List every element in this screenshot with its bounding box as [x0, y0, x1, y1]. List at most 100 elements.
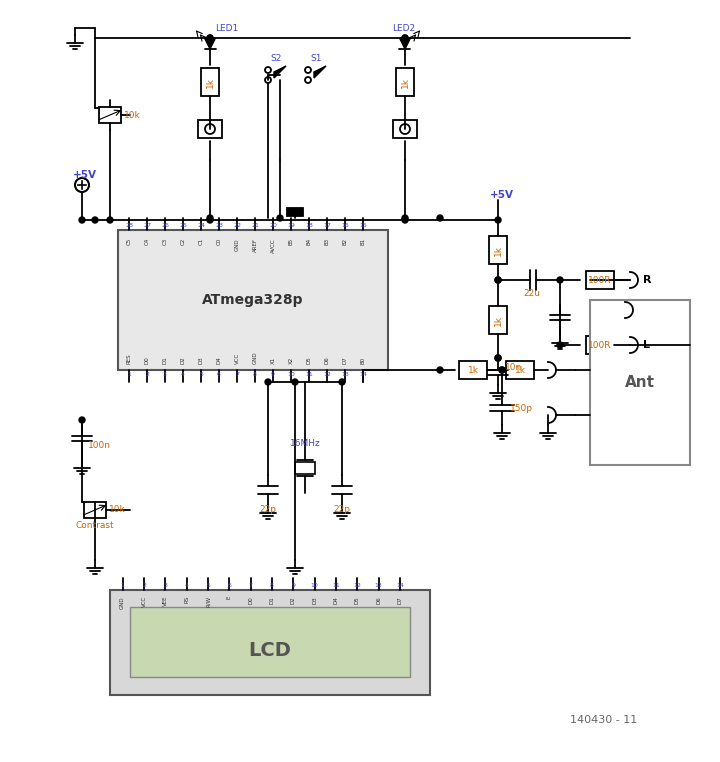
Text: D0: D0 — [248, 596, 253, 604]
Text: AREF: AREF — [253, 238, 258, 252]
Text: B5: B5 — [289, 238, 294, 245]
Text: 140430 - 11: 140430 - 11 — [570, 715, 637, 725]
Bar — [590, 300, 690, 465]
Circle shape — [499, 367, 505, 373]
Text: 16: 16 — [341, 223, 349, 228]
Text: 11: 11 — [332, 583, 340, 588]
Text: 24: 24 — [197, 223, 205, 228]
Bar — [295, 462, 315, 474]
Bar — [459, 361, 487, 379]
Bar — [586, 271, 614, 289]
Circle shape — [495, 277, 501, 283]
Text: 10: 10 — [287, 372, 295, 377]
Text: D3: D3 — [312, 596, 318, 604]
Bar — [489, 306, 507, 334]
Text: B4: B4 — [307, 238, 312, 245]
Circle shape — [207, 35, 213, 41]
Circle shape — [437, 215, 443, 221]
Polygon shape — [204, 38, 215, 49]
Text: 1k: 1k — [467, 366, 479, 374]
Text: 7: 7 — [235, 372, 239, 377]
Text: B2: B2 — [343, 238, 348, 245]
Text: RES: RES — [127, 354, 132, 364]
Text: +5V: +5V — [490, 190, 514, 200]
Text: VEE: VEE — [163, 596, 168, 607]
Circle shape — [402, 217, 408, 223]
Text: 8: 8 — [270, 583, 274, 588]
Circle shape — [79, 217, 85, 223]
Text: C2: C2 — [181, 238, 186, 245]
Text: 1k: 1k — [205, 76, 215, 88]
Polygon shape — [400, 38, 410, 49]
Text: 10k: 10k — [109, 505, 126, 514]
Text: VCC: VCC — [142, 596, 146, 607]
Text: LED2: LED2 — [392, 24, 415, 33]
Circle shape — [207, 35, 213, 41]
Text: 22p: 22p — [259, 505, 276, 514]
Text: 4: 4 — [181, 372, 185, 377]
Text: 100R: 100R — [588, 276, 612, 284]
Text: Contrast: Contrast — [75, 520, 114, 530]
Bar — [586, 336, 614, 354]
Text: D4: D4 — [333, 596, 338, 604]
Circle shape — [495, 355, 501, 361]
Text: 22: 22 — [233, 223, 241, 228]
Text: 13: 13 — [374, 583, 382, 588]
Circle shape — [557, 342, 563, 348]
Text: 10k: 10k — [124, 110, 140, 120]
Circle shape — [499, 367, 505, 373]
Text: 17: 17 — [323, 223, 331, 228]
Text: 6: 6 — [228, 583, 231, 588]
Text: C3: C3 — [163, 238, 168, 245]
Text: 13: 13 — [341, 372, 349, 377]
Text: 10: 10 — [311, 583, 318, 588]
Circle shape — [265, 379, 271, 385]
Text: L: L — [643, 340, 650, 350]
Text: R: R — [643, 275, 652, 285]
Text: 18: 18 — [305, 223, 313, 228]
Circle shape — [277, 215, 283, 221]
Text: X2: X2 — [289, 357, 294, 364]
Bar — [110, 590, 430, 695]
Text: D7: D7 — [343, 357, 348, 364]
Text: 1: 1 — [121, 583, 125, 588]
Text: D5: D5 — [307, 357, 312, 364]
Text: 14: 14 — [396, 583, 404, 588]
Text: 16MHz: 16MHz — [289, 439, 320, 448]
Text: 11: 11 — [305, 372, 313, 377]
Circle shape — [79, 417, 85, 423]
Bar — [396, 68, 414, 96]
Bar — [287, 208, 303, 216]
Text: 7: 7 — [248, 583, 253, 588]
Text: RS: RS — [184, 596, 189, 604]
Text: 19: 19 — [287, 223, 295, 228]
Bar — [489, 236, 507, 264]
Bar — [99, 107, 121, 123]
Text: D5: D5 — [355, 596, 360, 604]
Text: Ant: Ant — [625, 375, 655, 390]
Text: D0: D0 — [145, 357, 150, 364]
Text: 21: 21 — [251, 223, 259, 228]
Circle shape — [402, 35, 408, 41]
Text: S1: S1 — [310, 53, 322, 62]
Text: GND: GND — [253, 351, 258, 364]
Text: 10n: 10n — [505, 363, 522, 372]
Text: B1: B1 — [361, 238, 366, 245]
Text: D2: D2 — [181, 357, 186, 364]
Text: D6: D6 — [376, 596, 381, 604]
Circle shape — [495, 277, 501, 283]
Text: C5: C5 — [127, 238, 132, 245]
Text: +5V: +5V — [73, 170, 97, 180]
Text: 150p: 150p — [510, 404, 533, 412]
Polygon shape — [314, 66, 326, 78]
Circle shape — [557, 277, 563, 283]
Text: E: E — [227, 596, 232, 600]
Text: LED1: LED1 — [215, 24, 238, 33]
Circle shape — [207, 215, 213, 221]
Circle shape — [107, 217, 113, 223]
Text: 2: 2 — [142, 583, 146, 588]
Text: 12: 12 — [323, 372, 331, 377]
Text: 9: 9 — [271, 372, 275, 377]
Text: 1k: 1k — [400, 76, 410, 88]
Text: 100n: 100n — [88, 440, 111, 450]
